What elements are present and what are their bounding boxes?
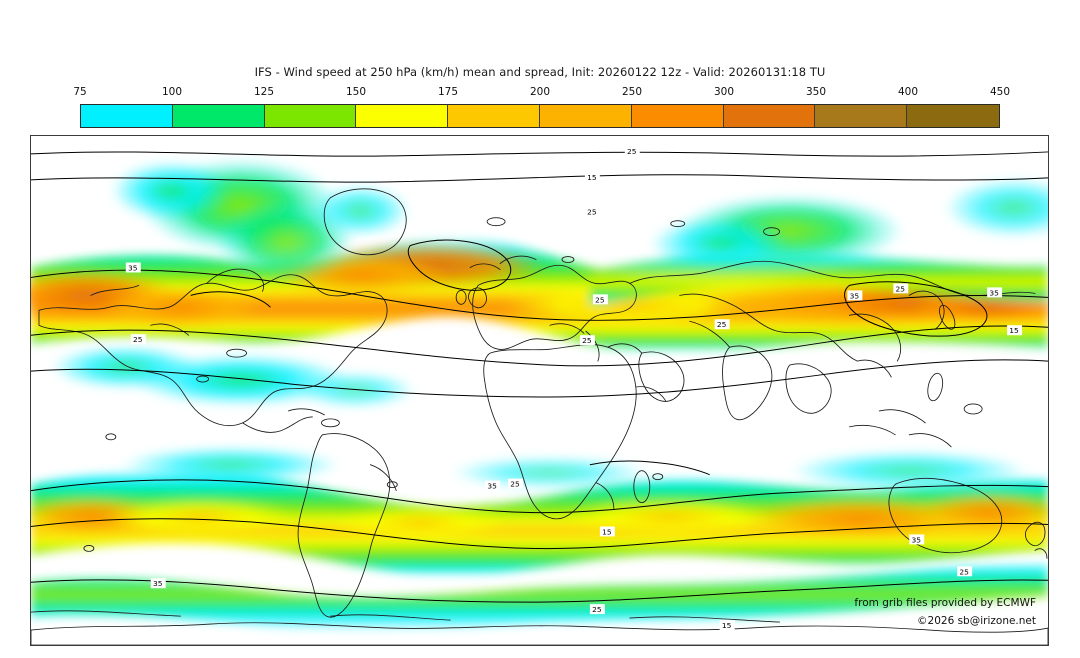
contour-25-arctic <box>31 151 1048 157</box>
colorbar-segment-250-300 <box>631 105 724 127</box>
contour-label: 25 <box>587 208 597 217</box>
copyright-credit: ©2026 sb@irizone.net <box>917 615 1036 627</box>
colorbar-tick-labels: 75 100 125 150 175 200 250 300 350 400 450 <box>73 86 1010 102</box>
contour-label: 15 <box>587 173 597 182</box>
contour-label: 25 <box>582 336 592 345</box>
arctic-cyan-blob-2 <box>310 184 411 237</box>
contour-label-group: 25 <box>589 604 605 614</box>
contour-label-group: 15 <box>719 620 735 630</box>
siberia-cyan-blob <box>649 217 790 270</box>
contour-label-group: 35 <box>125 262 141 272</box>
colorbar-tick-400: 400 <box>897 86 919 98</box>
contour-label: 35 <box>153 579 163 588</box>
coastlines <box>31 188 1048 645</box>
contour-label-group: 35 <box>987 287 1003 297</box>
south-atlantic-yellow-core <box>105 498 296 535</box>
colorbar-segment-200-250 <box>539 105 632 127</box>
contour-label: 25 <box>510 480 520 489</box>
contour-label: 15 <box>722 621 732 630</box>
colorbar-tick-125: 125 <box>253 86 275 98</box>
colorbar-segment-150-175 <box>356 105 449 127</box>
contour-label: 25 <box>595 295 605 304</box>
contour-label-group: 25 <box>957 566 973 576</box>
contour-label: 35 <box>911 535 921 544</box>
contour-label: 15 <box>1009 326 1019 335</box>
contour-label-group: 15 <box>584 171 600 182</box>
contour-label-group: 35 <box>847 290 863 300</box>
contour-label-group: 25 <box>508 478 524 489</box>
contour-label: 25 <box>896 284 906 293</box>
contour-label-group: 15 <box>1007 325 1023 335</box>
page-title: IFS - Wind speed at 250 hPa (km/h) mean … <box>254 65 826 79</box>
south-indian-yellow-core <box>330 506 511 539</box>
colorbar-segment-175-200 <box>448 105 540 127</box>
map-canvas[interactable]: 25 15 35 25 25 <box>30 135 1049 646</box>
contour-label-group: 25 <box>130 334 146 344</box>
colorbar-segment-100-125 <box>172 105 265 127</box>
contour-25-north <box>31 325 1048 367</box>
contour-15-arctic <box>31 174 1048 183</box>
colorbar-segment-300-350 <box>723 105 816 127</box>
contour-value-labels: 25 15 35 25 25 <box>125 145 1023 630</box>
colorbar-tick-450: 450 <box>989 86 1011 98</box>
wind-speed-field <box>31 157 1048 631</box>
colorbar-segment-350-400 <box>815 105 908 127</box>
south-indian-core-2 <box>559 498 780 535</box>
colorbar-segment-400-450 <box>907 105 999 127</box>
subpolar-cyan-band <box>31 562 1048 631</box>
colorbar-tick-250: 250 <box>621 86 643 98</box>
contour-label-group: 25 <box>624 145 640 156</box>
contour-label: 15 <box>602 527 612 536</box>
colorbar-tick-75: 75 <box>73 86 87 98</box>
contour-label: 25 <box>717 320 727 329</box>
colorbar-tick-100: 100 <box>161 86 183 98</box>
colorbar-swatches <box>80 104 1000 128</box>
contour-label-group: 25 <box>714 319 730 329</box>
north-pacific-jet-core-2 <box>100 285 261 330</box>
south-tropical-cyan-3 <box>789 450 1030 491</box>
colorbar-segment-75-100 <box>81 105 173 127</box>
spread-contours <box>31 151 1048 603</box>
south-tropical-cyan-1 <box>120 446 341 483</box>
arctic-cyan-blob-1 <box>110 160 231 221</box>
map-svg: 25 15 35 25 25 <box>31 136 1048 645</box>
contour-label: 25 <box>133 335 143 344</box>
contour-15-north <box>31 359 1048 398</box>
contour-label: 35 <box>128 263 138 272</box>
colorbar-tick-300: 300 <box>713 86 735 98</box>
contour-label: 25 <box>592 605 602 614</box>
data-source-credit: from grib files provided by ECMWF <box>854 597 1036 609</box>
arctic-cyan-blob-3 <box>944 177 1048 238</box>
colorbar-tick-150: 150 <box>345 86 367 98</box>
contour-label-group: 15 <box>599 526 615 536</box>
contour-label: 25 <box>627 147 637 156</box>
subtropical-jet-core <box>500 285 760 326</box>
tropical-cyan-2 <box>50 345 201 390</box>
contour-label-group: 25 <box>592 294 608 304</box>
contour-label-group: 25 <box>584 206 600 217</box>
contour-15-south <box>31 579 1048 603</box>
contour-label: 35 <box>989 288 999 297</box>
contour-35-south <box>31 479 1048 514</box>
contour-35-north <box>31 269 1048 321</box>
colorbar: 75 100 125 150 175 200 250 300 350 400 450 <box>73 86 1010 128</box>
contour-label-group: 35 <box>150 578 166 588</box>
southern-jet-belt <box>31 470 1048 575</box>
contour-label: 35 <box>487 482 497 491</box>
contour-label-group: 25 <box>579 335 595 345</box>
contour-label: 25 <box>959 567 969 576</box>
contour-label-group: 35 <box>485 480 501 491</box>
colorbar-tick-200: 200 <box>529 86 551 98</box>
contour-label: 35 <box>850 291 860 300</box>
colorbar-tick-175: 175 <box>437 86 459 98</box>
newzealand-jet-core <box>909 492 1048 533</box>
contour-label-group: 35 <box>909 534 925 544</box>
colorbar-tick-350: 350 <box>805 86 827 98</box>
contour-25-south <box>31 518 1048 550</box>
contour-label-group: 25 <box>893 283 909 293</box>
colorbar-segment-125-150 <box>264 105 357 127</box>
